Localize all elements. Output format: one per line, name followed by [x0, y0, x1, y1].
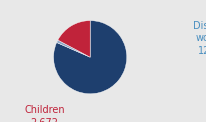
Wedge shape: [53, 21, 126, 94]
Text: Children
2,672: Children 2,672: [24, 105, 64, 122]
Wedge shape: [57, 21, 90, 57]
Text: Disabled
workers
12,641: Disabled workers 12,641: [192, 21, 206, 56]
Wedge shape: [56, 40, 90, 57]
